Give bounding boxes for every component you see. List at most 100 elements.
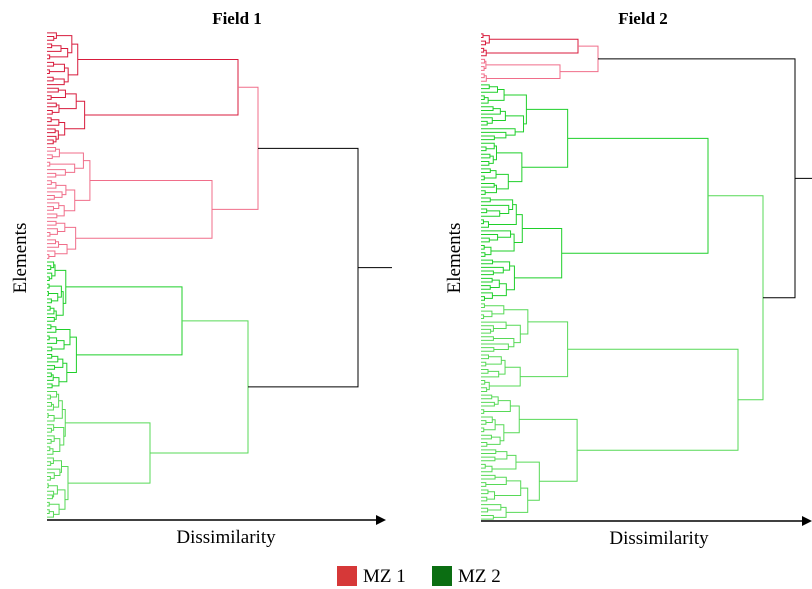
dendrogram-branch: [47, 383, 53, 389]
dendrogram-branch: [481, 197, 491, 203]
dendrogram-branch: [47, 490, 55, 498]
dendrogram-branch: [47, 509, 50, 514]
dendrogram-branch: [561, 137, 709, 254]
dendrogram-branch: [481, 66, 485, 71]
dendrogram-branch: [47, 180, 52, 185]
dendrogram-branch: [481, 73, 485, 79]
x-axis-label-field-1: Dissimilarity: [176, 527, 276, 548]
dendrogram-branch: [481, 292, 493, 299]
cluster-merge-branch: [560, 45, 599, 73]
dendrogram-branch: [47, 390, 58, 398]
dendrogram-branch: [56, 35, 73, 54]
dendrogram-branch: [53, 393, 60, 408]
dendrogram-branch: [47, 276, 50, 282]
dendrogram-branch: [498, 359, 506, 375]
dendrogram-branch: [47, 109, 53, 115]
dendrogram-branch: [64, 100, 86, 130]
dendrogram-branch: [65, 422, 151, 484]
dendrogram-branch: [58, 362, 68, 383]
dendrogram-branch: [481, 507, 489, 513]
dendrogram-branch: [481, 153, 491, 159]
dendrogram-branch: [481, 266, 504, 274]
panel-title-field-2: Field 2: [618, 9, 668, 28]
dendrogram-branch: [481, 427, 485, 433]
dendrogram-branch: [492, 110, 506, 121]
x-axis-arrow-field-1: [376, 515, 386, 525]
dendrogram-branch: [58, 93, 77, 110]
dendrogram-branch: [481, 221, 489, 228]
dendrogram-branch: [47, 353, 53, 359]
dendrogram-branch: [47, 117, 52, 123]
dendrogram-branch: [484, 305, 505, 315]
dendrogram-branch: [47, 461, 52, 466]
dendrogram-branch: [514, 228, 563, 279]
dendrogram-branch: [49, 63, 65, 73]
dendrogram-branch: [47, 326, 57, 333]
dendrogram-branch: [481, 97, 489, 104]
dendrogram-branch: [47, 43, 53, 49]
dendrogram-branch: [47, 283, 50, 289]
dendrogram-branch: [481, 190, 486, 195]
dendrogram-branch: [481, 387, 488, 392]
dendrogram-branch: [486, 38, 579, 54]
dendrogram-branch: [47, 119, 60, 126]
dendrogram-branch: [47, 78, 65, 86]
dendrogram-branch: [481, 86, 499, 93]
dendrogram-branch: [496, 152, 523, 183]
dendrogram-branch: [481, 270, 494, 276]
dendrogram-branch: [47, 511, 54, 518]
dendrogram-branch: [481, 175, 485, 181]
dendrogram-branch: [47, 69, 50, 75]
dendrogram-branch: [481, 409, 485, 414]
dendrogram-branch: [493, 338, 515, 348]
dendrogram-branch: [47, 87, 59, 93]
dendrogram-branch: [47, 76, 54, 82]
dendrogram-branch: [62, 408, 66, 437]
y-axis-label-field-1: Elements: [10, 223, 31, 294]
dendrogram-branch: [65, 286, 183, 356]
dendrogram-field-2: [481, 33, 812, 520]
cluster-merge-branch: [212, 86, 259, 210]
dendrogram-branch: [47, 346, 53, 352]
dendrogram-branch: [47, 154, 53, 160]
dendrogram-branch: [485, 476, 507, 486]
dendrogram-branch: [490, 279, 500, 288]
dendrogram-branch: [52, 438, 61, 453]
legend-label-mz2: MZ 2: [458, 566, 501, 587]
dendrogram-branch: [75, 179, 213, 239]
dendrogram-branch: [481, 135, 495, 141]
dendrogram-branch: [55, 329, 71, 346]
dendrogram-branch: [51, 264, 56, 277]
dendrogram-branch: [481, 58, 486, 64]
dendrogram-branch: [47, 413, 49, 418]
dendrogram-branch: [481, 47, 485, 53]
dendrogram-branch: [503, 309, 529, 335]
dendrogram-branch: [481, 40, 486, 46]
dendrogram-branch: [483, 419, 496, 431]
dendrogram-branch: [488, 88, 505, 101]
dendrogram-branch: [47, 195, 55, 200]
dendrogram-branch: [49, 48, 69, 58]
dendrogram-branch: [481, 95, 485, 101]
dendrogram-branch: [481, 75, 487, 82]
dendrogram-branch: [47, 317, 55, 322]
panel-title-field-1: Field 1: [212, 9, 262, 28]
dendrogram-branch: [47, 494, 53, 500]
dendrogram-branch: [47, 220, 57, 226]
dendrogram-branch: [505, 115, 525, 133]
dendrogram-branch: [481, 504, 502, 511]
dendrogram-branch: [47, 61, 55, 67]
dendrogram-branch: [481, 182, 495, 188]
dendrogram-branch: [481, 161, 490, 166]
dendrogram-branch: [481, 142, 495, 150]
dendrogram-branch: [47, 202, 60, 209]
dendrogram-branch: [481, 456, 496, 462]
dendrogram-branch: [494, 480, 522, 496]
dendrogram-branch: [481, 277, 493, 283]
dendrogram-branch: [47, 305, 51, 311]
dendrogram-branch: [47, 146, 57, 152]
dendrogram-branch: [57, 489, 66, 510]
dendrogram-branch: [481, 380, 486, 385]
dendrogram-branch: [49, 503, 60, 515]
